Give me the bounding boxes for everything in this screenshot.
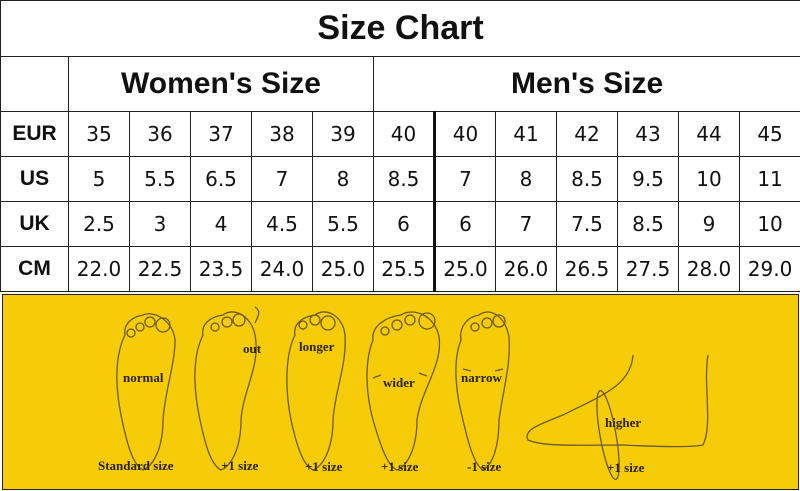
size-adjust-label: Standard size [98, 458, 174, 473]
size-cell: 2.5 [68, 201, 130, 247]
size-cell: 10 [678, 156, 740, 202]
size-cell: 37 [190, 111, 252, 157]
row-label: CM [0, 246, 69, 292]
size-cell: 22.0 [68, 246, 130, 292]
foot-shape-label: higher [605, 415, 642, 430]
size-row-us: US 5 5.5 6.5 7 8 8.5 7 8 8.5 9.5 10 11 [0, 156, 800, 202]
size-cell: 8.5 [373, 156, 435, 202]
size-cell: 40 [373, 111, 435, 157]
foot-shape-label: longer [299, 339, 335, 354]
foot-shape-label: normal [123, 370, 164, 385]
size-adjust-label: -1 size [467, 459, 502, 474]
size-cell: 23.5 [190, 246, 252, 292]
size-adjust-label: +1 size [607, 460, 645, 475]
size-cell: 44 [678, 111, 740, 157]
foot-out-icon [194, 306, 260, 471]
size-cell: 10 [738, 201, 800, 247]
size-cell: 25.0 [433, 246, 496, 292]
size-cell: 28.0 [678, 246, 740, 292]
size-cell: 9 [678, 201, 740, 247]
size-row-uk: UK 2.5 3 4 4.5 5.5 6 6 7 7.5 8.5 9 10 [0, 201, 800, 247]
size-adjust-label: +1 size [381, 459, 419, 474]
size-cell: 35 [68, 111, 130, 157]
size-cell: 29.0 [738, 246, 800, 292]
size-cell: 8 [312, 156, 374, 202]
size-cell: 5.5 [129, 156, 191, 202]
size-cell: 7 [433, 156, 496, 202]
size-cell: 6 [373, 201, 435, 247]
size-cell: 27.5 [617, 246, 679, 292]
foot-shape-label: narrow [461, 370, 502, 385]
foot-wider-icon [366, 311, 441, 471]
women-size-header: Women's Size [68, 56, 374, 112]
foot-longer-icon [286, 311, 346, 471]
size-cell: 24.0 [251, 246, 313, 292]
size-cell: 36 [129, 111, 191, 157]
size-cell: 39 [312, 111, 374, 157]
size-adjust-label: +1 size [305, 459, 343, 474]
size-cell: 22.5 [129, 246, 191, 292]
size-cell: 11 [738, 156, 800, 202]
size-table: Size Chart Women's Size Men's Size EUR 35… [0, 0, 800, 292]
foot-normal-icon [116, 313, 176, 471]
size-cell: 38 [251, 111, 313, 157]
men-size-header: Men's Size [372, 56, 800, 112]
size-cell: 8.5 [617, 201, 679, 247]
corner-cell [0, 56, 69, 112]
size-cell: 7 [495, 201, 557, 247]
size-cell: 26.5 [556, 246, 618, 292]
chart-title: Size Chart [0, 0, 800, 57]
size-cell: 26.0 [495, 246, 557, 292]
size-cell: 6.5 [190, 156, 252, 202]
size-cell: 4 [190, 201, 252, 247]
size-cell: 25.5 [373, 246, 435, 292]
size-cell: 5 [68, 156, 130, 202]
size-cell: 5.5 [312, 201, 374, 247]
size-cell: 42 [556, 111, 618, 157]
size-cell: 8 [495, 156, 557, 202]
foot-narrow-icon [455, 311, 510, 471]
row-label: EUR [0, 111, 69, 157]
size-cell: 7.5 [556, 201, 618, 247]
size-row-cm: CM 22.0 22.5 23.5 24.0 25.0 25.5 25.0 26.0 26.5 27… [0, 246, 800, 292]
size-cell: 7 [251, 156, 313, 202]
foot-shape-label: wider [383, 375, 415, 390]
size-cell: 25.0 [312, 246, 374, 292]
size-cell: 4.5 [251, 201, 313, 247]
fit-guide-panel: normal Standard size out +1 size longer +1 si… [2, 294, 799, 490]
size-cell: 6 [433, 201, 496, 247]
size-cell: 40 [433, 111, 496, 157]
size-cell: 3 [129, 201, 191, 247]
size-cell: 43 [617, 111, 679, 157]
size-row-eur: EUR 35 36 37 38 39 40 40 41 42 43 44 45 [0, 111, 800, 157]
foot-higher-icon [526, 354, 709, 480]
size-cell: 8.5 [556, 156, 618, 202]
row-label: US [0, 156, 69, 202]
size-cell: 9.5 [617, 156, 679, 202]
size-cell: 45 [738, 111, 800, 157]
size-adjust-label: +1 size [221, 458, 259, 473]
foot-shape-label: out [243, 341, 262, 356]
row-label: UK [0, 201, 69, 247]
size-cell: 41 [495, 111, 557, 157]
